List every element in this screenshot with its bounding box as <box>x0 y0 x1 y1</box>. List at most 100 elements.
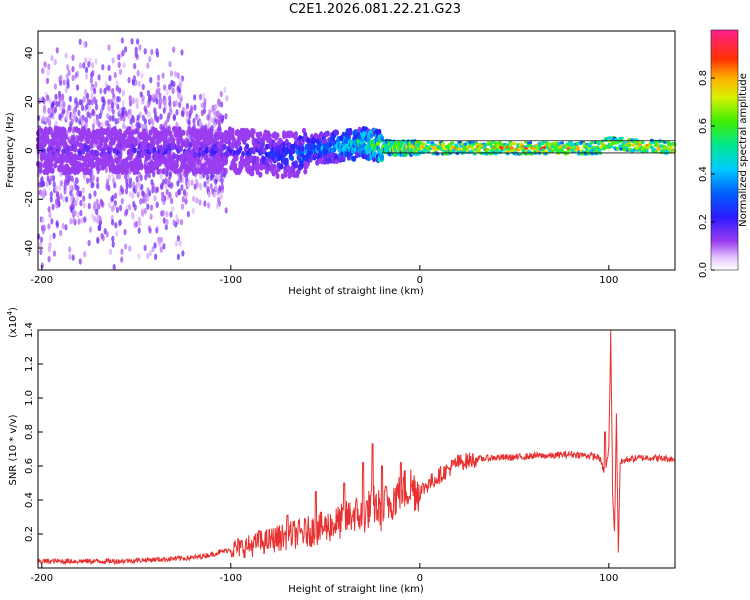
noise-point <box>154 253 158 260</box>
noise-point <box>74 72 78 79</box>
ridge-point <box>323 138 328 145</box>
noise-point <box>104 166 108 173</box>
noise-point <box>136 70 140 77</box>
noise-point <box>142 191 146 198</box>
ridge-point <box>42 154 47 161</box>
noise-point <box>147 172 151 179</box>
noise-point <box>121 90 125 97</box>
noise-point <box>205 173 209 181</box>
colorbar-gradient <box>710 29 739 271</box>
noise-point <box>148 250 153 257</box>
noise-point <box>100 121 104 129</box>
noise-point <box>185 129 189 137</box>
noise-point <box>68 253 72 260</box>
noise-point <box>45 180 49 188</box>
noise-point <box>149 204 154 211</box>
ridge-point <box>546 142 551 146</box>
noise-point <box>187 118 191 125</box>
ridge-point <box>209 131 214 138</box>
noise-point <box>84 89 88 96</box>
noise-point <box>70 195 74 203</box>
ridge-point <box>380 154 384 161</box>
colorbar-label: Normalized spectral amplitude <box>738 73 749 227</box>
noise-point <box>71 127 76 134</box>
noise-point <box>107 174 111 181</box>
noise-point <box>49 191 53 198</box>
noise-point <box>158 92 162 100</box>
noise-point <box>107 98 111 106</box>
noise-point <box>66 64 70 71</box>
noise-point <box>96 176 100 184</box>
ridge-point <box>59 135 64 142</box>
noise-point <box>87 105 91 112</box>
noise-point <box>81 119 85 126</box>
noise-point <box>111 219 115 226</box>
noise-point <box>184 198 188 205</box>
ridge-point <box>133 138 138 144</box>
noise-point <box>62 100 66 108</box>
x-tick-label: -200 <box>30 275 53 286</box>
noise-point <box>212 191 216 198</box>
ridge-point <box>245 143 250 150</box>
noise-point <box>117 61 121 68</box>
ridge-point <box>291 148 296 154</box>
ridge-point <box>426 140 431 144</box>
noise-point <box>132 181 136 188</box>
ridge-point <box>560 141 564 145</box>
ridge-point <box>132 147 137 154</box>
y-tick-label: 20 <box>24 95 35 108</box>
noise-point <box>93 190 97 197</box>
noise-point <box>202 92 206 100</box>
y-tick-label: 1.2 <box>24 356 35 372</box>
ridge-point <box>587 144 592 148</box>
ridge-point <box>43 139 48 146</box>
noise-point <box>46 69 50 77</box>
noise-point <box>83 251 87 258</box>
noise-point <box>95 114 99 121</box>
noise-point <box>101 103 105 111</box>
noise-point <box>42 224 46 232</box>
noise-point <box>162 107 166 114</box>
noise-point <box>136 38 140 45</box>
ridge-point <box>239 163 244 170</box>
noise-point <box>180 49 184 56</box>
noise-point <box>218 112 222 120</box>
ridge-point <box>649 138 654 142</box>
noise-point <box>117 54 121 61</box>
x-tick-label: -100 <box>219 275 242 286</box>
ridge-point <box>87 169 92 176</box>
noise-point <box>121 110 125 118</box>
ridge-point <box>152 146 157 153</box>
ridge-point <box>237 140 242 147</box>
ridge-point <box>376 140 380 147</box>
ridge-point <box>560 148 564 152</box>
noise-point <box>78 99 82 106</box>
noise-point <box>219 193 223 200</box>
noise-point <box>77 109 81 117</box>
y-tick-label: 40 <box>24 47 35 60</box>
noise-point <box>97 74 101 81</box>
ridge-point <box>86 138 91 145</box>
noise-point <box>141 197 146 204</box>
noise-point <box>207 119 212 127</box>
ridge-point <box>129 150 134 157</box>
noise-point <box>67 104 71 111</box>
noise-point <box>71 54 75 61</box>
noise-point <box>130 38 134 45</box>
ridge-point <box>110 157 115 164</box>
noise-point <box>153 242 157 249</box>
x-tick-label: -200 <box>30 573 53 584</box>
noise-point <box>143 48 147 55</box>
noise-point <box>79 115 83 122</box>
noise-point <box>149 116 153 124</box>
ridge-point <box>262 147 267 154</box>
noise-point <box>54 185 58 192</box>
noise-point <box>207 191 211 198</box>
noise-point <box>133 62 137 70</box>
noise-point <box>106 113 110 120</box>
noise-point <box>39 248 43 256</box>
noise-point <box>195 178 199 185</box>
ridge-point <box>148 129 153 136</box>
noise-point <box>89 77 93 84</box>
noise-point <box>73 209 77 217</box>
